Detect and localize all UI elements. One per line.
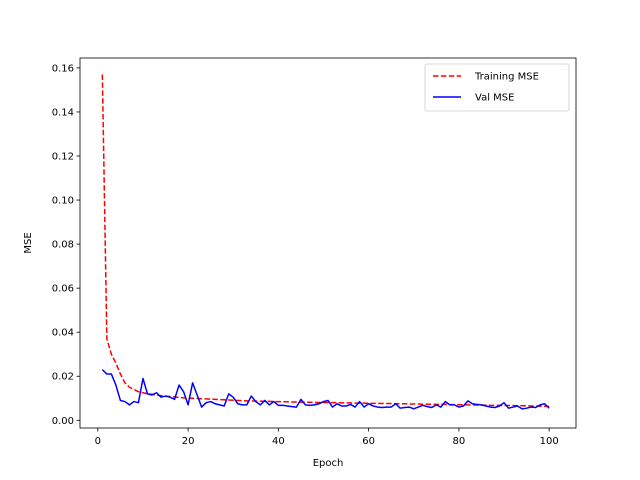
x-tick-label: 60 bbox=[362, 436, 375, 447]
x-axis-ticks: 0 20 40 60 80 100 bbox=[95, 428, 559, 447]
y-tick-label: 0.02 bbox=[52, 372, 74, 383]
y-tick-label: 0.12 bbox=[52, 152, 74, 163]
axes-frame bbox=[79, 57, 577, 429]
y-tick-label: 0.10 bbox=[52, 196, 74, 207]
x-tick-label: 100 bbox=[540, 436, 559, 447]
legend-label-1: Training MSE bbox=[474, 72, 539, 83]
y-tick-label: 0.04 bbox=[52, 328, 74, 339]
y-tick-label: 0.14 bbox=[52, 107, 74, 118]
x-tick-label: 40 bbox=[272, 436, 285, 447]
x-tick-label: 20 bbox=[182, 436, 195, 447]
legend-label-2: Val MSE bbox=[475, 93, 514, 104]
x-tick-label: 0 bbox=[95, 436, 101, 447]
y-tick-label: 0.16 bbox=[52, 63, 74, 74]
series-line-1 bbox=[101, 74, 550, 408]
series-layer bbox=[101, 74, 550, 410]
y-axis-label: MSE bbox=[23, 232, 34, 253]
x-axis-label: Epoch bbox=[313, 458, 344, 469]
y-tick-label: 0.00 bbox=[52, 416, 74, 427]
series-line-2 bbox=[101, 369, 550, 410]
x-tick-label: 80 bbox=[453, 436, 466, 447]
y-tick-label: 0.08 bbox=[52, 240, 74, 251]
y-tick-label: 0.06 bbox=[52, 284, 74, 295]
plot-area bbox=[79, 57, 577, 429]
legend: Training MSE Val MSE bbox=[424, 63, 570, 112]
y-axis-ticks: 0.00 0.02 0.04 0.06 0.08 0.10 0.12 0.14 0.16 bbox=[52, 63, 80, 427]
axes-background bbox=[80, 58, 576, 428]
